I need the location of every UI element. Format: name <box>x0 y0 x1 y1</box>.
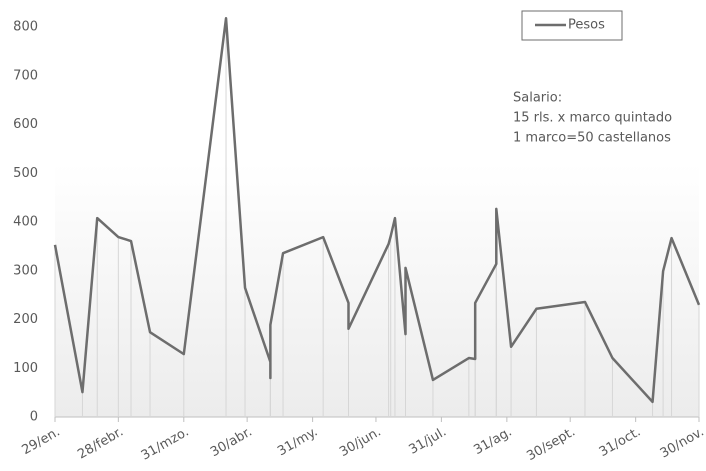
series-line <box>53 16 701 404</box>
y-tick-label: 100 <box>13 361 38 376</box>
x-tick-label: 31/my. <box>275 425 320 460</box>
y-tick-label: 0 <box>30 410 38 425</box>
x-tick-label: 31/oct. <box>597 425 644 461</box>
y-tick-label: 300 <box>13 263 38 278</box>
plot-area <box>55 27 699 417</box>
annotation: 1 marco=50 castellanos <box>513 131 671 146</box>
x-tick-label: 30/sept. <box>524 425 578 465</box>
x-tick-label: 31/jul. <box>407 425 450 458</box>
y-tick-label: 600 <box>13 117 38 132</box>
y-tick-label: 500 <box>13 166 38 181</box>
x-tick-label: 28/febr. <box>75 425 126 463</box>
x-tick-label: 30/jun. <box>337 425 384 461</box>
legend-label: Pesos <box>568 18 605 33</box>
x-tick-label: 30/nov. <box>658 425 706 462</box>
x-tick-label: 30/abr. <box>208 425 255 461</box>
x-tick-label: 29/en. <box>19 425 62 459</box>
annotation: 15 rls. x marco quintado <box>513 111 672 126</box>
x-tick-label: 31/mzo. <box>139 425 192 464</box>
annotation: Salario: <box>513 91 562 106</box>
x-tick-label: 31/ag. <box>471 425 514 459</box>
y-tick-label: 200 <box>13 312 38 327</box>
y-tick-label: 800 <box>13 20 38 35</box>
y-tick-label: 400 <box>13 215 38 230</box>
y-tick-label: 700 <box>13 68 38 83</box>
